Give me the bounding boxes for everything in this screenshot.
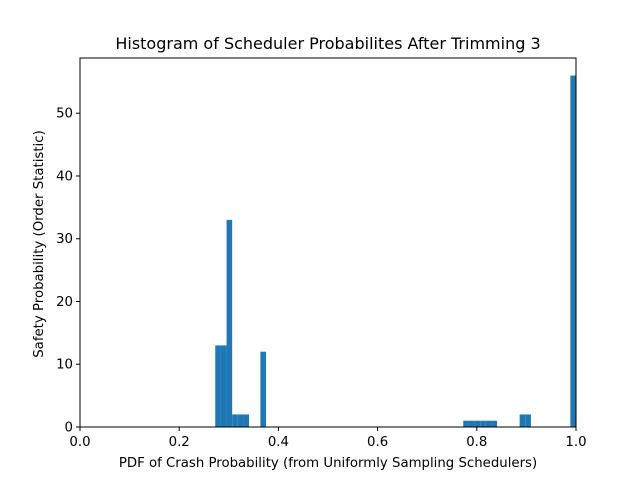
- histogram-bar: [463, 420, 469, 427]
- y-tick-label: 20: [56, 295, 73, 310]
- y-axis-label: Safety Probability (Order Statistic): [32, 130, 47, 358]
- x-axis-label: PDF of Crash Probability (from Uniformly…: [119, 456, 537, 471]
- x-tick-label: 0.2: [169, 435, 190, 450]
- chart-title: Histogram of Scheduler Probabilites Afte…: [115, 34, 540, 53]
- histogram-bar: [474, 420, 481, 427]
- x-tick-label: 0.0: [69, 435, 90, 450]
- axes-layer: 0.0 0.2 0.4 0.6 0.8 1.0 0 10 20 30 40 50: [56, 57, 587, 450]
- histogram-bar: [480, 420, 486, 427]
- histogram-bar: [243, 414, 250, 427]
- histogram-bar: [525, 414, 531, 427]
- plot-frame: [79, 57, 577, 428]
- bars-layer: [215, 75, 576, 427]
- y-tick-label: 10: [56, 358, 73, 373]
- histogram-bar: [468, 420, 475, 427]
- histogram-bar: [226, 219, 233, 427]
- histogram-bar: [491, 420, 498, 427]
- y-tick-label: 0: [65, 421, 73, 436]
- x-tick-label: 0.6: [367, 435, 388, 450]
- histogram-bar: [215, 345, 221, 427]
- y-tick-label: 40: [56, 169, 73, 184]
- histogram-bar: [232, 414, 238, 427]
- y-tick-label: 50: [56, 107, 73, 122]
- x-tick-label: 0.4: [268, 435, 289, 450]
- x-tick-label: 0.8: [466, 435, 487, 450]
- histogram-bar: [237, 414, 244, 427]
- x-tick-label: 1.0: [565, 435, 586, 450]
- y-tick-label: 30: [56, 232, 73, 247]
- histogram-bar: [519, 414, 526, 427]
- histogram-bar: [220, 345, 227, 427]
- histogram-bar: [570, 75, 576, 427]
- histogram-bar: [260, 351, 266, 427]
- histogram-bar: [485, 420, 492, 427]
